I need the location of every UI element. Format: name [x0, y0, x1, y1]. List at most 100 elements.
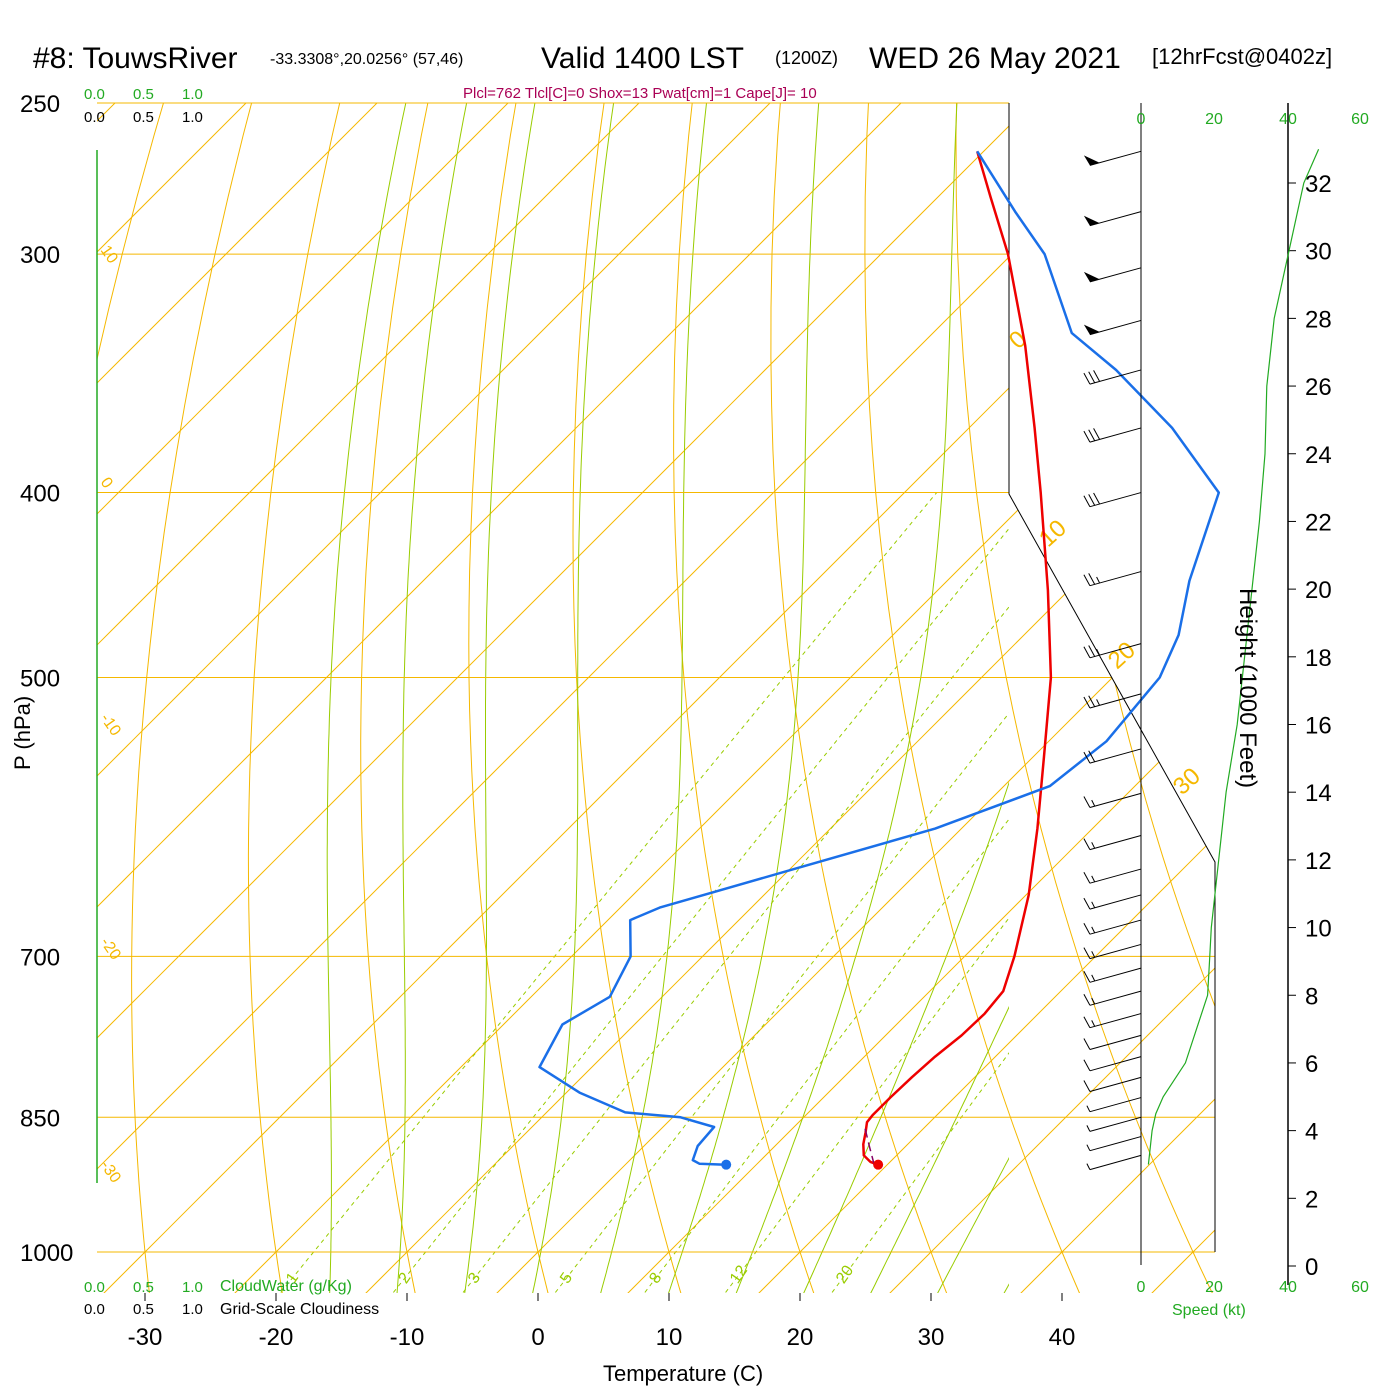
isotherm-label-right: 20: [1103, 637, 1141, 675]
wind-barb-half: [1091, 842, 1096, 849]
isotherm-line: [589, 103, 1215, 1293]
wind-barb-staff: [1089, 894, 1142, 910]
wind-barb-staff: [1089, 693, 1142, 709]
wind-barb-half: [1091, 901, 1096, 909]
isotherm-label-left: -20: [97, 935, 124, 964]
wind-barb-staff: [1089, 990, 1142, 1006]
isotherm-label-left: 0: [97, 475, 116, 492]
wind-barb-half: [1091, 974, 1096, 982]
moist-adiabat-line: [532, 103, 615, 1293]
y-axis-title: P (hPa): [10, 696, 35, 770]
isotherm-label-right: 10: [1034, 515, 1072, 553]
wind-barb-half: [1096, 576, 1101, 584]
wind-barb-flag: [1083, 897, 1091, 910]
mixing-ratio-label: 8: [646, 1270, 665, 1287]
wind-barb-half: [1086, 1105, 1091, 1112]
isotherm-line: [97, 103, 563, 1293]
wind-barb-flag: [1083, 1016, 1091, 1028]
pressure-tick-label: 850: [20, 1105, 60, 1132]
isotherm-line: [97, 103, 1087, 1293]
mixing-ratio-line: [462, 606, 1009, 1293]
wind-barb-flag: [1083, 646, 1091, 659]
profiles: [538, 150, 1221, 1170]
isotherm-line: [851, 103, 1215, 1293]
wind-barb-flag: [1083, 372, 1091, 385]
height-tick-label: 22: [1305, 509, 1332, 536]
wind-barb-flag: [1083, 430, 1091, 443]
speed-bottom-tick: 0: [1137, 1279, 1146, 1296]
wind-barb-staff: [1089, 427, 1142, 443]
dry-adiabat-line: [468, 103, 559, 1293]
speed-top-tick: 20: [1205, 111, 1223, 128]
isotherm-line: [982, 103, 1215, 1293]
wind-barb-half: [1091, 799, 1096, 807]
dry-adiabat-line: [1379, 0, 1400, 1331]
temp-tick-label: 10: [656, 1324, 683, 1351]
height-tick-label: 2: [1305, 1186, 1318, 1213]
parcel-path: [863, 1126, 875, 1165]
wind-barb-staff: [1089, 1076, 1142, 1092]
moist-adiabat-line: [937, 1157, 1009, 1293]
temp-tick-label: -20: [259, 1324, 294, 1351]
temp-tick-label: 30: [918, 1324, 945, 1351]
wind-barb-staff: [1089, 643, 1142, 659]
wind-barb-half: [1091, 1020, 1096, 1027]
wind-barb-flag: [1093, 492, 1101, 505]
wind-barb-flag: [1088, 750, 1096, 762]
cloudwater-top-tick: 1.0: [182, 86, 203, 103]
height-tick-label: 30: [1305, 239, 1332, 266]
isotherm-line: [97, 103, 694, 1293]
moist-adiabat-line: [464, 103, 536, 1293]
wind-barb-flag: [1088, 429, 1096, 441]
station-title: #8: TouwsRiver: [33, 42, 238, 75]
isotherm-label-left: 10: [97, 243, 121, 267]
wind-barb-flag: [1088, 573, 1096, 585]
cloudiness-label: Grid-Scale Cloudiness: [220, 1301, 379, 1318]
cloudiness-bottom-tick: 0.5: [133, 1301, 154, 1318]
mixing-ratio-line: [280, 492, 938, 1293]
wind-barb-staff: [1089, 835, 1142, 851]
moist-adiabat-line: [735, 103, 958, 1293]
wind-barb-half: [1091, 875, 1096, 883]
temp-tick-label: 0: [531, 1324, 544, 1351]
cloudiness-bottom-tick: 1.0: [182, 1301, 203, 1318]
wind-barb-half: [1086, 1125, 1091, 1132]
temp-tick-label: 40: [1049, 1324, 1076, 1351]
height-axis-title: Height (1000 Feet): [1234, 588, 1261, 788]
wind-barb-flag: [1083, 994, 1091, 1006]
mixing-ratio-label: 20: [833, 1262, 857, 1286]
wind-barb-flag: [1088, 695, 1096, 707]
wind-barb-flag: [1083, 796, 1091, 808]
wind-barb-staff: [1089, 748, 1142, 764]
cloudwater-bottom-tick: 0.5: [133, 1279, 154, 1296]
mixing-ratio-line: [831, 1052, 1009, 1293]
wind-barb-staff: [1089, 1056, 1142, 1072]
wind-barb-staff: [1089, 943, 1142, 960]
wind-barb-flag: [1093, 370, 1101, 382]
temperature-isotherms: [97, 103, 1215, 1293]
dewpoint-profile: [538, 150, 1221, 1166]
cloudiness-top-tick: 1.0: [182, 109, 203, 126]
dry-adiabat-line: [131, 103, 305, 1293]
wind-barb-half: [1086, 1144, 1091, 1151]
temp-tick-label: -30: [128, 1324, 163, 1351]
forecast-info: [12hrFcst@0402z]: [1152, 44, 1332, 69]
height-tick-label: 18: [1305, 645, 1332, 672]
height-tick-label: 26: [1305, 374, 1332, 401]
moist-adiabat-line: [870, 1005, 1009, 1293]
wind-barb-staff: [1089, 1097, 1142, 1113]
speed-top-tick: 0: [1137, 111, 1146, 128]
cloudwater-bottom-tick: 1.0: [182, 1279, 203, 1296]
height-tick-label: 32: [1305, 171, 1332, 198]
dry-adiabats: [97, 0, 1400, 1331]
isotherm-line: [97, 103, 825, 1293]
pressure-tick-label: 250: [20, 91, 60, 118]
isotherm-label-right: 0: [1004, 325, 1032, 354]
wind-barb-flag: [1083, 1038, 1091, 1050]
plot-boundary: [1008, 103, 1216, 1252]
wind-barbs: [1083, 150, 1142, 1171]
wind-barb-pennant: [1083, 155, 1100, 166]
dry-adiabat-line: [955, 103, 1215, 1293]
